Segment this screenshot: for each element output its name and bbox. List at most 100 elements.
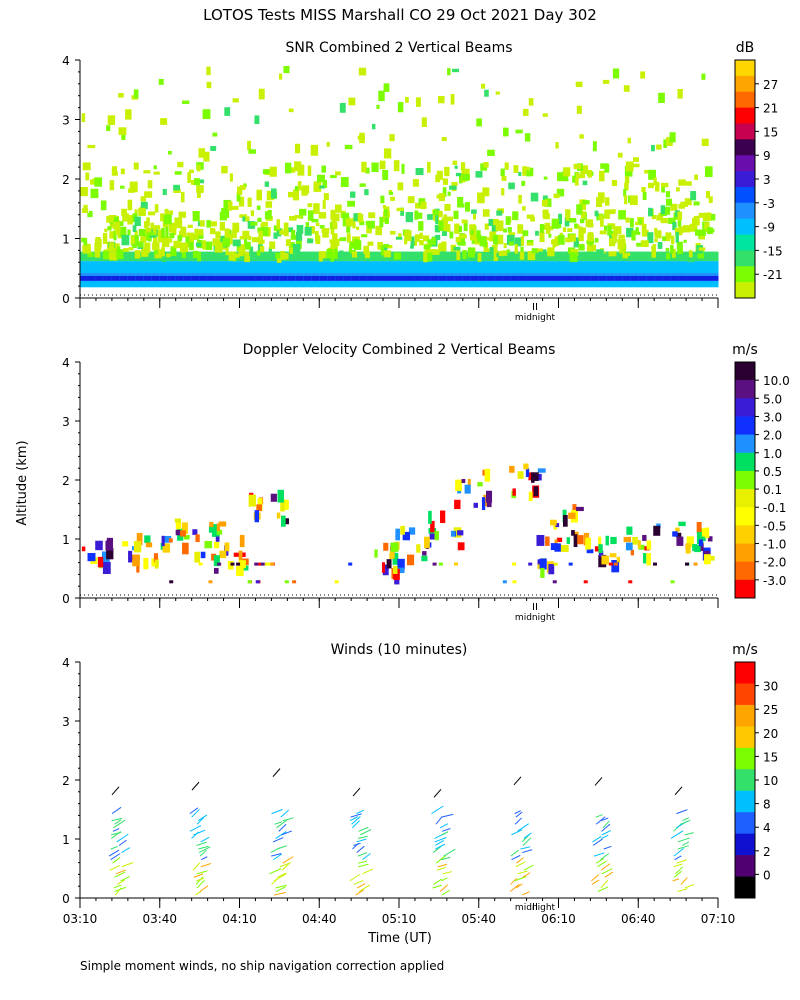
wind-barb: [351, 816, 361, 825]
snr-cell: [153, 236, 158, 244]
snr-cell: [559, 232, 564, 237]
wind-barb: [357, 835, 368, 839]
colorbar-frame: [734, 361, 756, 599]
snr-cell: [414, 251, 424, 262]
doppler-cell: [692, 544, 697, 551]
snr-cell: [611, 233, 618, 243]
wind-barb: [273, 853, 283, 861]
snr-cell: [396, 207, 404, 212]
snr-cell: [261, 226, 269, 237]
doppler-cell: [560, 545, 569, 552]
snr-cell: [310, 144, 319, 156]
snr-cell: [496, 210, 503, 216]
snr-cell: [330, 244, 338, 249]
snr-cell: [128, 188, 135, 193]
snr-cell: [297, 164, 305, 176]
snr-cell: [554, 236, 559, 244]
doppler-cell: [528, 472, 533, 481]
wind-barb: [114, 819, 122, 825]
colorbar-swatch: [735, 91, 755, 108]
snr-cell: [590, 275, 599, 281]
wind-barb: [603, 845, 612, 850]
snr-cell: [343, 251, 352, 262]
doppler-cell: [594, 546, 600, 552]
doppler-cell: [616, 556, 620, 563]
snr-cell: [427, 214, 433, 220]
wind-barb: [435, 843, 446, 850]
x-tick-label: 06:40: [621, 912, 656, 926]
snr-cell: [382, 204, 387, 209]
snr-cell: [367, 241, 374, 246]
snr-cell: [607, 225, 612, 236]
snr-cell: [80, 187, 88, 197]
snr-cell: [348, 97, 356, 106]
snr-cell: [579, 199, 586, 211]
wind-barb: [198, 845, 209, 850]
colorbar-unit: dB: [736, 40, 755, 56]
doppler-cell: [281, 499, 289, 510]
snr-cell: [389, 134, 395, 142]
snr-cell: [549, 226, 554, 231]
wind-barb: [281, 862, 290, 871]
doppler-cell: [562, 515, 568, 527]
doppler-cell: [183, 535, 190, 540]
snr-cell: [264, 181, 269, 187]
snr-cell: [94, 239, 102, 247]
snr-cell: [346, 233, 351, 243]
doppler-cell: [382, 564, 389, 576]
snr-cell: [630, 275, 639, 281]
snr-cell: [552, 239, 557, 248]
wind-barb: [514, 876, 527, 882]
wind-barb: [520, 846, 531, 850]
wind-barb: [112, 856, 121, 864]
snr-cell: [81, 208, 89, 213]
doppler-cell: [553, 562, 558, 566]
wind-barb: [522, 837, 532, 846]
snr-cell: [127, 229, 131, 236]
snr-cell: [582, 180, 588, 186]
doppler-cell: [454, 499, 461, 510]
doppler-cell: [163, 535, 172, 543]
snr-cell: [199, 275, 209, 281]
wind-barb: [199, 849, 207, 857]
wind-barb: [114, 871, 126, 878]
snr-cell: [599, 214, 603, 220]
colorbar-swatch: [735, 398, 755, 417]
snr-cell: [636, 242, 643, 247]
snr-cell: [111, 166, 118, 174]
wind-barb: [677, 837, 690, 843]
colorbar-tick-label: 3: [763, 173, 771, 187]
snr-cell: [452, 160, 458, 165]
snr-cell: [648, 207, 653, 217]
snr-cell: [103, 275, 113, 281]
snr-cell: [330, 175, 337, 179]
snr-cell: [631, 230, 636, 241]
snr-cell: [309, 226, 316, 234]
doppler-cell: [701, 528, 708, 537]
doppler-cell: [175, 529, 181, 536]
snr-cell: [287, 275, 296, 281]
snr-cell: [95, 275, 105, 281]
wind-barb: [673, 863, 683, 868]
colorbar-tick-label: -15: [763, 244, 783, 258]
snr-cell: [161, 251, 167, 263]
doppler-cell: [457, 542, 465, 551]
snr-cell: [170, 246, 177, 256]
snr-cell: [678, 204, 685, 209]
snr-cell: [307, 238, 314, 244]
snr-cell: [239, 251, 248, 262]
snr-cell: [359, 251, 368, 262]
snr-cell: [257, 217, 262, 223]
doppler-cell: [675, 532, 682, 538]
snr-cell: [668, 217, 676, 225]
wind-barb: [113, 819, 126, 829]
doppler-cell: [239, 534, 245, 548]
doppler-cell: [553, 521, 558, 530]
snr-cell: [599, 216, 604, 227]
snr-cell: [693, 201, 700, 206]
snr-cell: [454, 275, 464, 281]
wind-barb: [604, 871, 614, 878]
snr-cell: [555, 142, 559, 149]
wind-barb: [522, 849, 533, 854]
snr-cell: [592, 244, 597, 252]
